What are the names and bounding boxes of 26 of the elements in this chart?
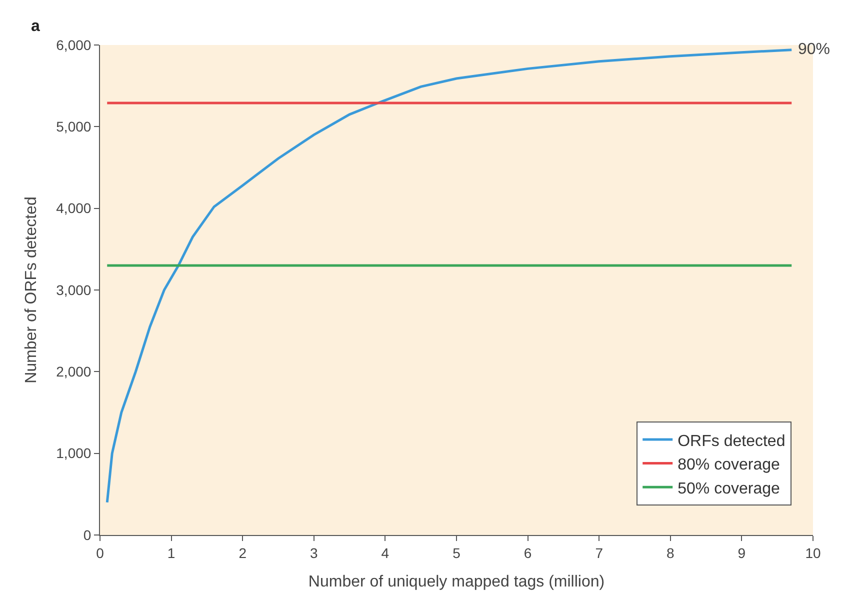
y-tick-label: 1,000 xyxy=(56,445,92,462)
legend-label: 50% coverage xyxy=(678,480,780,498)
line-series xyxy=(106,48,793,504)
legend-label: ORFs detected xyxy=(678,432,786,450)
x-tick-label: 3 xyxy=(310,544,318,561)
x-tick-label: 4 xyxy=(381,544,390,561)
legend-label: 80% coverage xyxy=(678,456,780,474)
y-tick-label: 4,000 xyxy=(56,200,92,216)
x-tick-label: 5 xyxy=(452,544,461,561)
x-tick-label: 6 xyxy=(524,544,532,561)
y-axis-title: Number of ORFs detected xyxy=(23,196,40,384)
y-tick-label: 6,000 xyxy=(56,36,92,53)
y-tick-label: 2,000 xyxy=(56,364,92,380)
annotation: 90% xyxy=(798,41,830,58)
text: a xyxy=(31,18,40,35)
x-tick-label: 1 xyxy=(167,544,176,561)
x-axis-title: Number of uniquely mapped tags (million) xyxy=(308,574,605,590)
x-tick-label: 10 xyxy=(805,544,821,561)
x-tick-label: 7 xyxy=(595,544,604,561)
y-tick-label: 3,000 xyxy=(56,282,92,298)
x-tick-label: 8 xyxy=(666,544,674,561)
y-tick-label: 0 xyxy=(83,526,92,543)
x-tick-label: 9 xyxy=(738,544,746,561)
y-tick-label: 5,000 xyxy=(56,118,92,135)
x-tick-label: 2 xyxy=(238,544,247,561)
x-tick-label: 0 xyxy=(96,544,104,561)
